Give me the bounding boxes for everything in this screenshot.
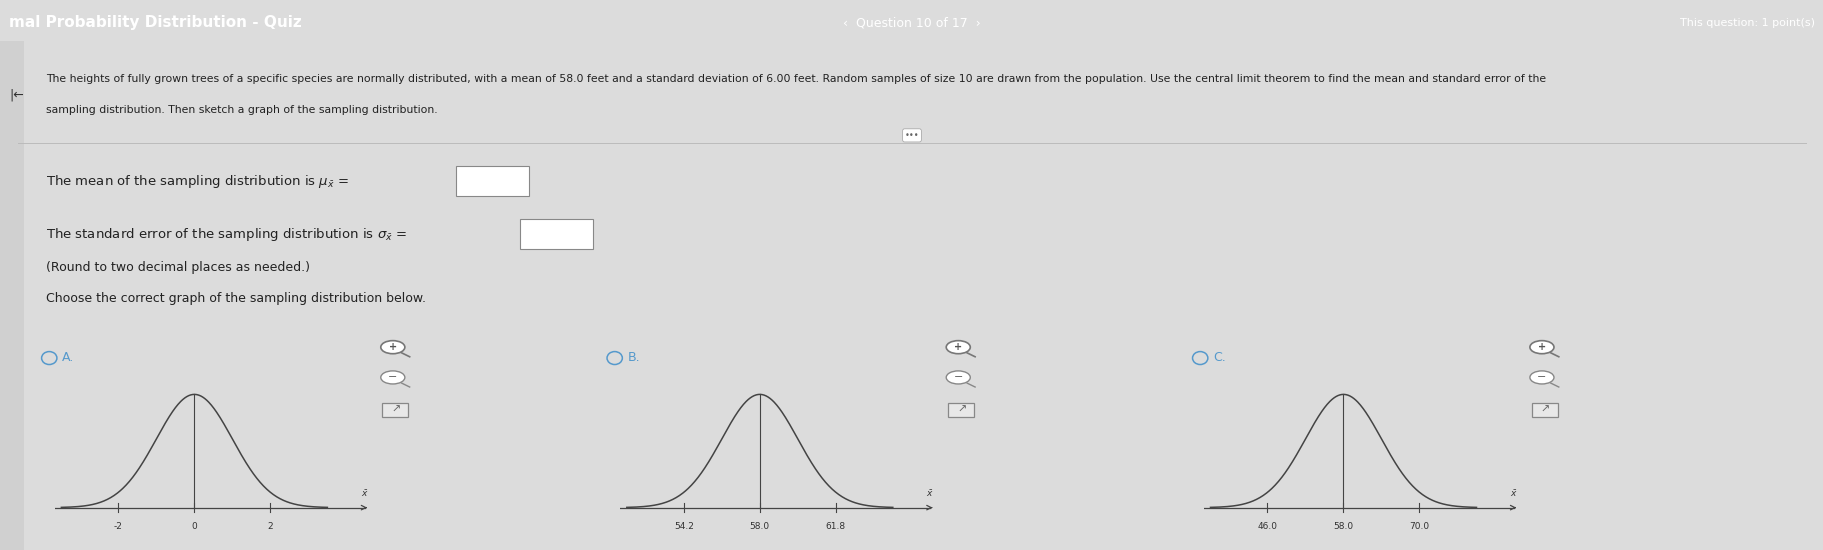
FancyBboxPatch shape bbox=[383, 403, 408, 417]
Text: $\bar{x}$: $\bar{x}$ bbox=[926, 488, 933, 498]
FancyBboxPatch shape bbox=[0, 41, 24, 550]
Text: This question: 1 point(s): This question: 1 point(s) bbox=[1679, 18, 1814, 28]
Text: The standard error of the sampling distribution is $\sigma_{\bar{x}}$ =: The standard error of the sampling distr… bbox=[46, 226, 407, 243]
Circle shape bbox=[1529, 340, 1553, 354]
Text: 46.0: 46.0 bbox=[1256, 522, 1276, 531]
Text: −: − bbox=[953, 372, 963, 382]
Text: −: − bbox=[1537, 372, 1546, 382]
Text: -2: -2 bbox=[113, 522, 122, 531]
Text: Choose the correct graph of the sampling distribution below.: Choose the correct graph of the sampling… bbox=[46, 292, 425, 305]
Text: 58.0: 58.0 bbox=[1333, 522, 1353, 531]
Text: mal Probability Distribution - Quiz: mal Probability Distribution - Quiz bbox=[9, 15, 301, 30]
Text: ↗: ↗ bbox=[1540, 404, 1550, 414]
Text: ‹  Question 10 of 17  ›: ‹ Question 10 of 17 › bbox=[842, 16, 981, 29]
Text: 61.8: 61.8 bbox=[826, 522, 846, 531]
Text: $\bar{x}$: $\bar{x}$ bbox=[1509, 488, 1517, 498]
Text: The mean of the sampling distribution is $\mu_{\bar{x}}$ =: The mean of the sampling distribution is… bbox=[46, 173, 348, 190]
Text: 2: 2 bbox=[268, 522, 273, 531]
Circle shape bbox=[381, 371, 405, 384]
Text: 58.0: 58.0 bbox=[749, 522, 769, 531]
Circle shape bbox=[946, 340, 970, 354]
Text: A.: A. bbox=[62, 351, 75, 364]
Text: +: + bbox=[1537, 342, 1546, 352]
Text: $\bar{x}$: $\bar{x}$ bbox=[361, 488, 368, 498]
Text: ↗: ↗ bbox=[957, 404, 966, 414]
Text: C.: C. bbox=[1212, 351, 1225, 364]
Text: 54.2: 54.2 bbox=[673, 522, 693, 531]
Text: The heights of fully grown trees of a specific species are normally distributed,: The heights of fully grown trees of a sp… bbox=[46, 74, 1544, 84]
FancyBboxPatch shape bbox=[948, 403, 973, 417]
FancyBboxPatch shape bbox=[1531, 403, 1557, 417]
Text: 70.0: 70.0 bbox=[1409, 522, 1429, 531]
Text: −: − bbox=[388, 372, 397, 382]
Text: B.: B. bbox=[627, 351, 640, 364]
Text: 0: 0 bbox=[191, 522, 197, 531]
Text: +: + bbox=[388, 342, 397, 352]
FancyBboxPatch shape bbox=[520, 219, 592, 249]
Circle shape bbox=[1529, 371, 1553, 384]
Text: (Round to two decimal places as needed.): (Round to two decimal places as needed.) bbox=[46, 261, 310, 274]
FancyBboxPatch shape bbox=[456, 166, 529, 196]
Circle shape bbox=[381, 340, 405, 354]
Text: •••: ••• bbox=[904, 131, 919, 140]
Text: |←: |← bbox=[9, 88, 24, 101]
Circle shape bbox=[946, 371, 970, 384]
Text: +: + bbox=[953, 342, 963, 352]
Text: ↗: ↗ bbox=[392, 404, 401, 414]
Text: sampling distribution. Then sketch a graph of the sampling distribution.: sampling distribution. Then sketch a gra… bbox=[46, 105, 438, 115]
